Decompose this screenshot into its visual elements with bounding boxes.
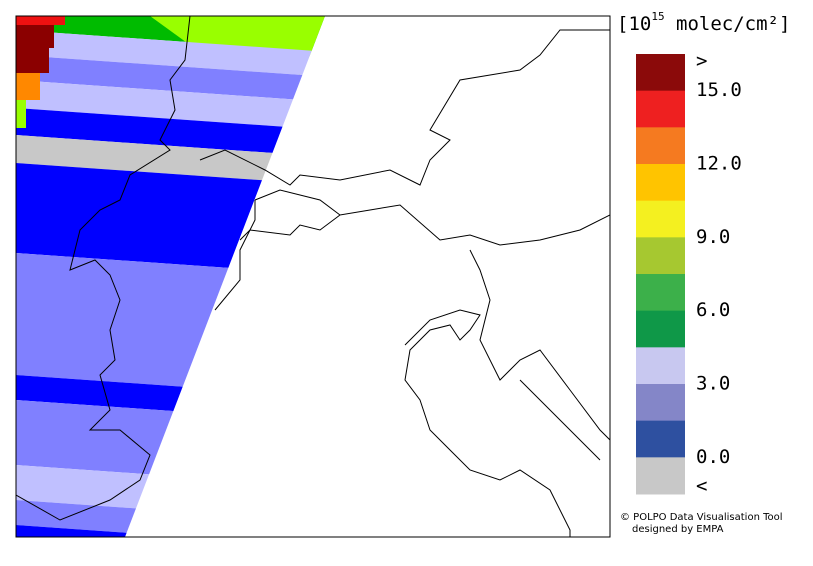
legend-swatch	[636, 274, 685, 312]
unit-base: [10	[617, 13, 651, 35]
color-legend: >15.0 12.0 9.0 6.0 3.0 0.0 <	[636, 50, 742, 497]
legend-swatch	[636, 347, 685, 385]
legend-label: 0.0	[696, 446, 730, 468]
legend-swatch	[636, 384, 685, 422]
legend-unit: [1015 molec/cm²]	[617, 10, 790, 35]
credit-line: © POLPO Data Visualisation Tool	[620, 512, 783, 523]
legend-label: >	[696, 50, 707, 72]
legend-swatch	[636, 200, 685, 238]
legend-swatch	[636, 237, 685, 275]
unit-rest: molec/cm²]	[665, 13, 791, 35]
legend-label: <	[696, 475, 707, 497]
country-borders	[16, 16, 610, 537]
legend-swatch	[636, 310, 685, 348]
legend-label: 9.0	[696, 226, 730, 248]
legend-swatch	[636, 90, 685, 128]
legend-swatch	[636, 54, 685, 92]
unit-exponent: 15	[651, 10, 664, 23]
legend-swatch	[636, 127, 685, 165]
credit-line: designed by EMPA	[632, 524, 724, 535]
map	[15, 15, 611, 538]
legend-label: 3.0	[696, 373, 730, 395]
legend-label: 15.0	[696, 79, 742, 101]
legend-label: 12.0	[696, 153, 742, 175]
legend-swatch	[636, 164, 685, 202]
legend-swatch	[636, 457, 685, 495]
legend-label: 6.0	[696, 299, 730, 321]
legend-swatch	[636, 420, 685, 458]
map-frame	[15, 15, 611, 538]
